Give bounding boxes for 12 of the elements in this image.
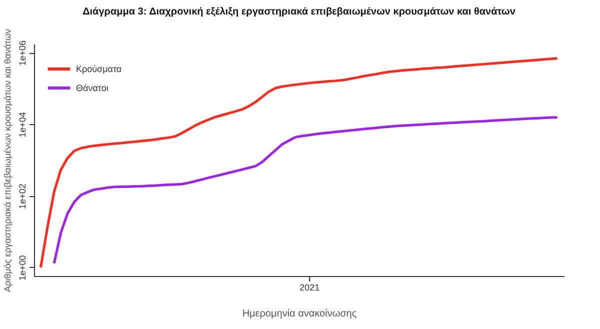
legend-label: Κρούσματα xyxy=(76,64,122,74)
x-tick-label: 2021 xyxy=(300,282,320,292)
y-tick-label: 1e+00 xyxy=(18,255,28,281)
chart-title: Διάγραμμα 3: Διαχρονική εξέλιξη εργαστηριακά επιβεβαιωμένων κρουσμάτων και θανάτων xyxy=(82,6,516,18)
y-tick-label: 1e+04 xyxy=(18,112,28,138)
legend-label: Θάνατοι xyxy=(76,83,108,93)
y-tick-label: 1e+06 xyxy=(18,40,28,66)
line-series xyxy=(52,116,559,265)
line-series xyxy=(39,57,559,269)
y-axis-title: Αριθμός εργαστηριακά επιβεβαιωμένων κρουσμάτων και θανάτων xyxy=(2,28,12,292)
x-axis-title: Ημερομηνία ανακοίνωσης xyxy=(242,308,357,320)
y-tick-label: 1e+02 xyxy=(18,184,28,209)
